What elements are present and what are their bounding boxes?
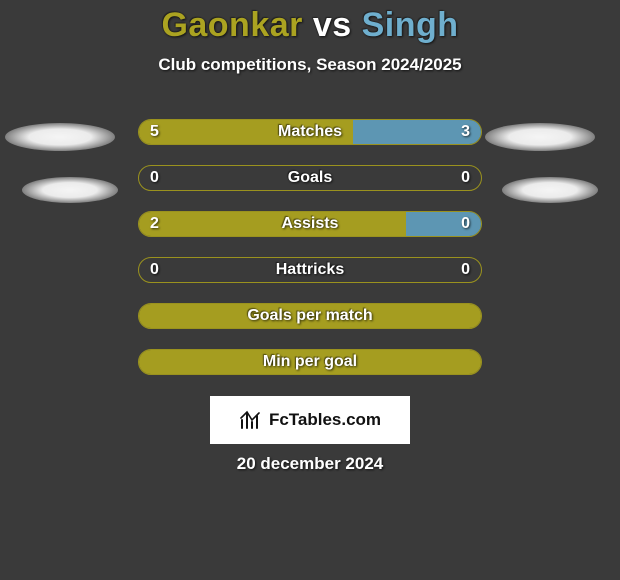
bar-left bbox=[139, 304, 481, 328]
stat-value-left: 2 bbox=[150, 211, 159, 237]
player-right-name: Singh bbox=[362, 6, 459, 44]
bar-track bbox=[138, 211, 482, 237]
bar-track bbox=[138, 349, 482, 375]
vs-separator: vs bbox=[313, 6, 352, 44]
stat-value-left: 0 bbox=[150, 165, 159, 191]
logo-text: FcTables.com bbox=[269, 410, 381, 430]
stat-row: Matches53 bbox=[0, 119, 620, 145]
stat-value-right: 0 bbox=[461, 211, 470, 237]
stat-row: Goals00 bbox=[0, 165, 620, 191]
stat-row: Assists20 bbox=[0, 211, 620, 237]
bar-track bbox=[138, 119, 482, 145]
fctables-logo-icon bbox=[239, 410, 263, 430]
stat-row: Hattricks00 bbox=[0, 257, 620, 283]
bar-left bbox=[139, 212, 406, 236]
comparison-card: Gaonkar vs Singh Club competitions, Seas… bbox=[0, 0, 620, 580]
bar-track bbox=[138, 165, 482, 191]
stat-row: Goals per match bbox=[0, 303, 620, 329]
stat-value-left: 5 bbox=[150, 119, 159, 145]
stat-value-right: 0 bbox=[461, 165, 470, 191]
stat-value-right: 0 bbox=[461, 257, 470, 283]
stat-value-left: 0 bbox=[150, 257, 159, 283]
bar-left bbox=[139, 350, 481, 374]
subtitle: Club competitions, Season 2024/2025 bbox=[0, 55, 620, 75]
player-left-name: Gaonkar bbox=[161, 6, 302, 44]
bar-track bbox=[138, 257, 482, 283]
page-title: Gaonkar vs Singh bbox=[0, 6, 620, 45]
stat-rows: Matches53Goals00Assists20Hattricks00Goal… bbox=[0, 119, 620, 375]
stat-value-right: 3 bbox=[461, 119, 470, 145]
date: 20 december 2024 bbox=[0, 454, 620, 474]
bar-left bbox=[139, 120, 353, 144]
bar-track bbox=[138, 303, 482, 329]
logo-box: FcTables.com bbox=[210, 396, 410, 444]
stat-row: Min per goal bbox=[0, 349, 620, 375]
